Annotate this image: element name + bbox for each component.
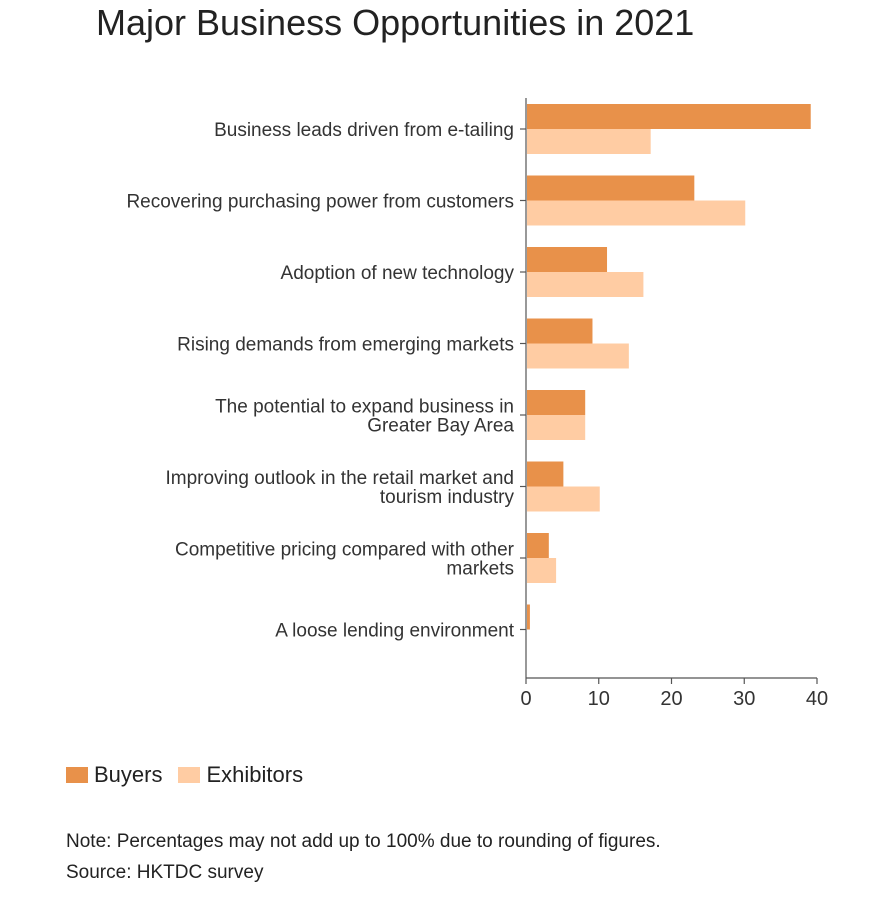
category-labels-group: Business leads driven from e-tailing Reco… [126, 120, 526, 642]
footer-notes: Note: Percentages may not add up to 100%… [66, 826, 661, 888]
x-tick-label-10: 10 [588, 688, 610, 710]
category-label-7-0: A loose lending environment [275, 621, 514, 642]
bar-chart: Business leads driven from e-tailing Reco… [126, 98, 828, 710]
category-label-2-0: Adoption of new technology [281, 263, 515, 284]
legend-label-exhibitors: Exhibitors [206, 762, 304, 787]
bar-buyers-7 [527, 604, 530, 630]
legend-label-buyers: Buyers [94, 762, 163, 787]
bar-exhibitors-6 [527, 558, 557, 583]
footer-note: Note: Percentages may not add up to 100%… [66, 831, 661, 852]
bar-exhibitors-0 [527, 129, 651, 154]
bar-exhibitors-1 [527, 200, 746, 226]
category-label-5-1: tourism industry [380, 487, 515, 508]
x-tick-label-20: 20 [660, 688, 682, 710]
category-label-6-0: Competitive pricing compared with other [175, 540, 515, 561]
bar-buyers-3 [527, 318, 593, 344]
legend-item-buyers: Buyers [66, 762, 162, 788]
bar-buyers-2 [527, 247, 608, 272]
bar-exhibitors-5 [527, 486, 600, 512]
category-label-3-0: Rising demands from emerging markets [177, 335, 514, 356]
chart-title: Major Business Opportunities in 2021 [96, 2, 695, 43]
x-tick-label-30: 30 [733, 688, 755, 710]
x-tick-label-0: 0 [520, 688, 531, 710]
legend-swatch-exhibitors [178, 767, 201, 783]
legend-item-exhibitors: Exhibitors [178, 762, 303, 788]
footer-source: Source: HKTDC survey [66, 862, 264, 883]
category-label-5-0: Improving outlook in the retail market a… [165, 468, 514, 489]
category-label-6-1: markets [446, 559, 514, 580]
x-tick-label-40: 40 [806, 688, 828, 710]
x-axis: 0 10 20 30 40 [520, 677, 828, 710]
bars-group [527, 104, 811, 630]
legend: Buyers Exhibitors [66, 762, 319, 788]
category-label-1-0: Recovering purchasing power from custome… [126, 192, 514, 213]
bar-exhibitors-4 [527, 415, 586, 440]
category-label-4-0: The potential to expand business in [215, 397, 514, 418]
bar-buyers-0 [527, 104, 811, 129]
legend-swatch-buyers [66, 767, 88, 783]
bar-exhibitors-2 [527, 272, 644, 297]
bar-buyers-5 [527, 461, 564, 487]
bar-buyers-6 [527, 533, 549, 558]
category-label-0-0: Business leads driven from e-tailing [214, 120, 514, 141]
category-label-4-1: Greater Bay Area [367, 416, 514, 437]
bar-buyers-1 [527, 175, 695, 201]
bar-exhibitors-3 [527, 343, 629, 369]
bar-buyers-4 [527, 390, 586, 415]
